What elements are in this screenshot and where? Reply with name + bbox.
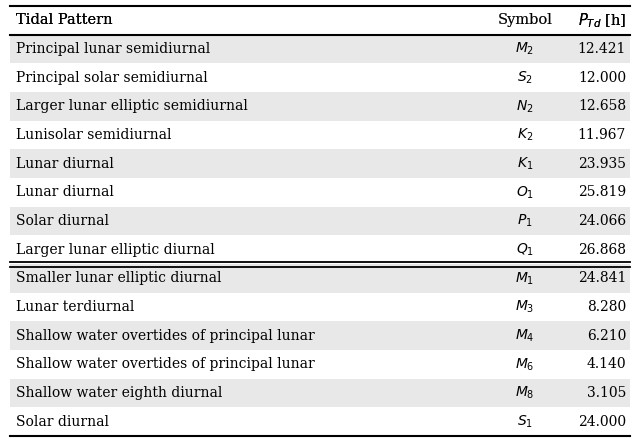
Text: 24.066: 24.066 <box>578 214 626 228</box>
Text: $S_2$: $S_2$ <box>517 69 533 86</box>
Text: 4.140: 4.140 <box>586 357 626 371</box>
Bar <box>10 6 630 34</box>
Text: 8.280: 8.280 <box>587 300 626 314</box>
Bar <box>10 350 630 379</box>
Bar <box>10 92 630 121</box>
Text: $M_1$: $M_1$ <box>515 270 534 286</box>
Bar <box>10 293 630 321</box>
Text: Shallow water overtides of principal lunar: Shallow water overtides of principal lun… <box>16 357 315 371</box>
Text: $M_3$: $M_3$ <box>515 299 534 315</box>
Bar <box>10 408 630 436</box>
Bar <box>10 121 630 149</box>
Bar <box>10 149 630 178</box>
Text: Lunisolar semidiurnal: Lunisolar semidiurnal <box>16 128 172 142</box>
Text: $S_1$: $S_1$ <box>517 413 533 430</box>
Text: $N_2$: $N_2$ <box>516 98 534 114</box>
Text: Solar diurnal: Solar diurnal <box>16 214 109 228</box>
Text: Smaller lunar elliptic diurnal: Smaller lunar elliptic diurnal <box>16 271 221 286</box>
Text: 12.421: 12.421 <box>578 42 626 56</box>
Text: 11.967: 11.967 <box>578 128 626 142</box>
Text: Solar diurnal: Solar diurnal <box>16 415 109 429</box>
Bar <box>10 321 630 350</box>
Text: 24.000: 24.000 <box>578 415 626 429</box>
Text: Tidal Pattern: Tidal Pattern <box>16 13 113 27</box>
Bar <box>10 63 630 92</box>
Bar <box>10 235 630 264</box>
Bar <box>10 264 630 293</box>
Text: Lunar terdiurnal: Lunar terdiurnal <box>16 300 134 314</box>
Text: 26.868: 26.868 <box>578 243 626 257</box>
Text: Symbol: Symbol <box>497 13 552 27</box>
Text: Shallow water eighth diurnal: Shallow water eighth diurnal <box>16 386 222 400</box>
Bar <box>10 207 630 235</box>
Text: 6.210: 6.210 <box>587 329 626 343</box>
Text: Symbol: Symbol <box>497 13 552 27</box>
Text: Lunar diurnal: Lunar diurnal <box>16 156 114 171</box>
Text: 25.819: 25.819 <box>578 185 626 199</box>
Text: $P_{Td}$ [h]: $P_{Td}$ [h] <box>578 11 626 30</box>
Bar <box>10 34 630 63</box>
Text: $K_2$: $K_2$ <box>517 127 533 143</box>
Text: $M_8$: $M_8$ <box>515 385 535 401</box>
Text: 12.658: 12.658 <box>578 99 626 113</box>
Text: $Q_1$: $Q_1$ <box>516 241 534 258</box>
Text: 3.105: 3.105 <box>587 386 626 400</box>
Text: $O_1$: $O_1$ <box>516 184 534 201</box>
Text: $P_{Td}$ [h]: $P_{Td}$ [h] <box>578 11 626 30</box>
Text: Shallow water overtides of principal lunar: Shallow water overtides of principal lun… <box>16 329 315 343</box>
Text: Lunar diurnal: Lunar diurnal <box>16 185 114 199</box>
Bar <box>10 178 630 207</box>
Text: 24.841: 24.841 <box>578 271 626 286</box>
Text: Tidal Pattern: Tidal Pattern <box>16 13 113 27</box>
Text: $K_1$: $K_1$ <box>517 156 533 172</box>
Text: $M_2$: $M_2$ <box>515 41 534 57</box>
Bar <box>10 379 630 408</box>
Text: $P_1$: $P_1$ <box>517 213 533 229</box>
Text: Larger lunar elliptic semidiurnal: Larger lunar elliptic semidiurnal <box>16 99 248 113</box>
Text: 12.000: 12.000 <box>578 71 626 85</box>
Text: $M_6$: $M_6$ <box>515 356 535 373</box>
Text: Principal lunar semidiurnal: Principal lunar semidiurnal <box>16 42 211 56</box>
Text: $M_4$: $M_4$ <box>515 328 535 344</box>
Text: Symbol: Symbol <box>497 13 552 27</box>
Text: 23.935: 23.935 <box>578 156 626 171</box>
Text: Larger lunar elliptic diurnal: Larger lunar elliptic diurnal <box>16 243 215 257</box>
Text: Principal solar semidiurnal: Principal solar semidiurnal <box>16 71 208 85</box>
